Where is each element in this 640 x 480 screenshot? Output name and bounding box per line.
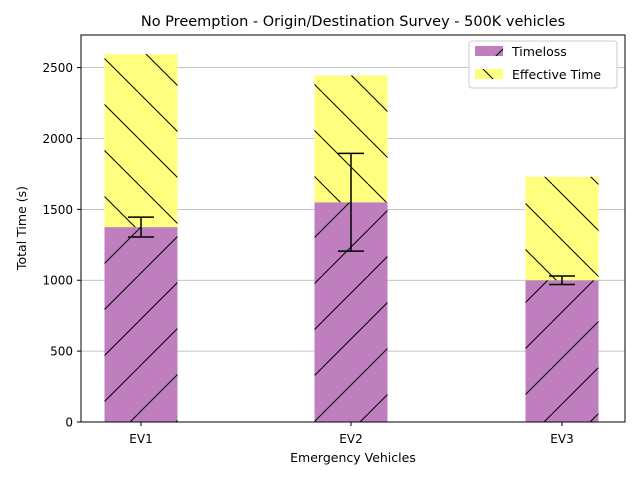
y-tick-label-500: 500 [50, 345, 73, 359]
bar-hatch-timeloss-ev3 [525, 280, 599, 422]
error-bar-ev2 [338, 152, 364, 252]
legend-hatch-effective-time [475, 69, 503, 79]
chart-title: No Preemption - Origin/Destination Surve… [141, 14, 565, 30]
x-axis-label: Emergency Vehicles [290, 450, 416, 465]
x-tick-label-ev3: EV3 [550, 432, 573, 446]
bar-hatch-effective-time-ev1 [104, 54, 178, 228]
legend: Timeloss Effective Time [468, 40, 618, 89]
x-axis-ticks: EV1 EV2 EV3 [129, 422, 574, 446]
y-tick-label-1500: 1500 [42, 203, 73, 217]
x-tick-label-ev2: EV2 [339, 432, 362, 446]
bar-hatch-effective-time-ev3 [525, 176, 599, 281]
legend-label-effective-time: Effective Time [512, 67, 601, 82]
legend-hatch-timeloss [475, 46, 503, 56]
error-bar-ev3 [549, 275, 575, 286]
y-tick-label-0: 0 [65, 416, 73, 430]
legend-label-timeloss: Timeloss [511, 44, 567, 59]
bar-hatch-timeloss-ev1 [104, 227, 178, 422]
error-bars-group [128, 152, 575, 286]
bars-group [104, 54, 599, 422]
plot-frame [80, 34, 626, 423]
y-tick-label-1000: 1000 [42, 274, 73, 288]
y-tick-label-2000: 2000 [42, 132, 73, 146]
y-axis-label: Total Time (s) [14, 186, 29, 271]
error-bar-ev1 [128, 216, 154, 238]
legend-frame [468, 40, 618, 89]
x-tick-label-ev1: EV1 [129, 432, 152, 446]
y-tick-label-2500: 2500 [42, 61, 73, 75]
y-axis-ticks: 0 500 1000 1500 2000 2500 [42, 61, 81, 430]
